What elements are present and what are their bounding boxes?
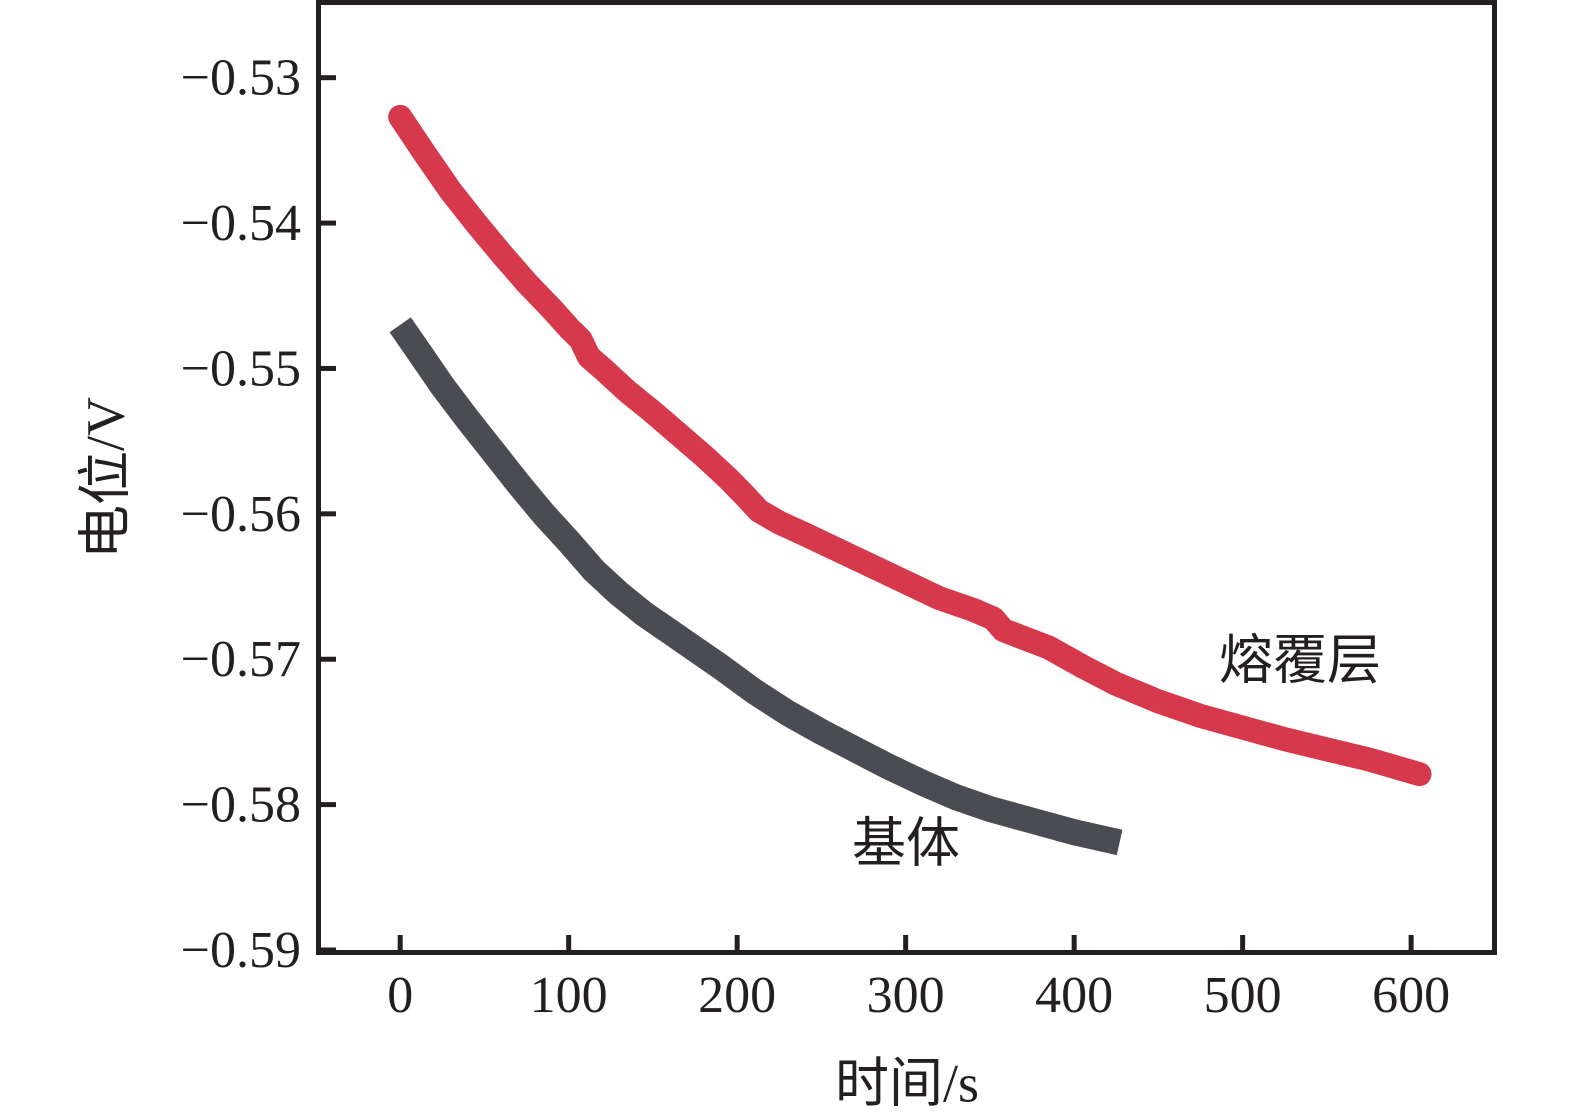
x-tick-label: 0 (387, 967, 413, 1024)
plot-border (316, 0, 1497, 955)
y-tick-label: −0.53 (181, 50, 301, 107)
x-tick-label: 200 (698, 967, 776, 1024)
x-axis-label: 时间/s (834, 1053, 980, 1114)
series-curve-1 (388, 104, 1432, 787)
series-label-cladding: 熔覆层 (1219, 630, 1381, 691)
y-tick-label: −0.59 (181, 922, 301, 979)
series-curve-0 (389, 317, 1123, 856)
x-tick-label: 600 (1372, 967, 1450, 1024)
y-tick-label: −0.58 (181, 777, 301, 834)
y-axis-label: 电位/V (75, 397, 136, 559)
x-tick-label: 300 (867, 967, 945, 1024)
x-tick-label: 400 (1035, 967, 1113, 1024)
y-tick-label: −0.56 (181, 486, 301, 543)
y-tick-label: −0.54 (181, 195, 301, 252)
series-label-substrate: 基体 (852, 813, 960, 874)
x-tick-label: 500 (1204, 967, 1282, 1024)
x-tick-label: 100 (530, 967, 608, 1024)
y-tick-label: −0.55 (181, 340, 301, 397)
y-tick-label: −0.57 (181, 631, 301, 688)
